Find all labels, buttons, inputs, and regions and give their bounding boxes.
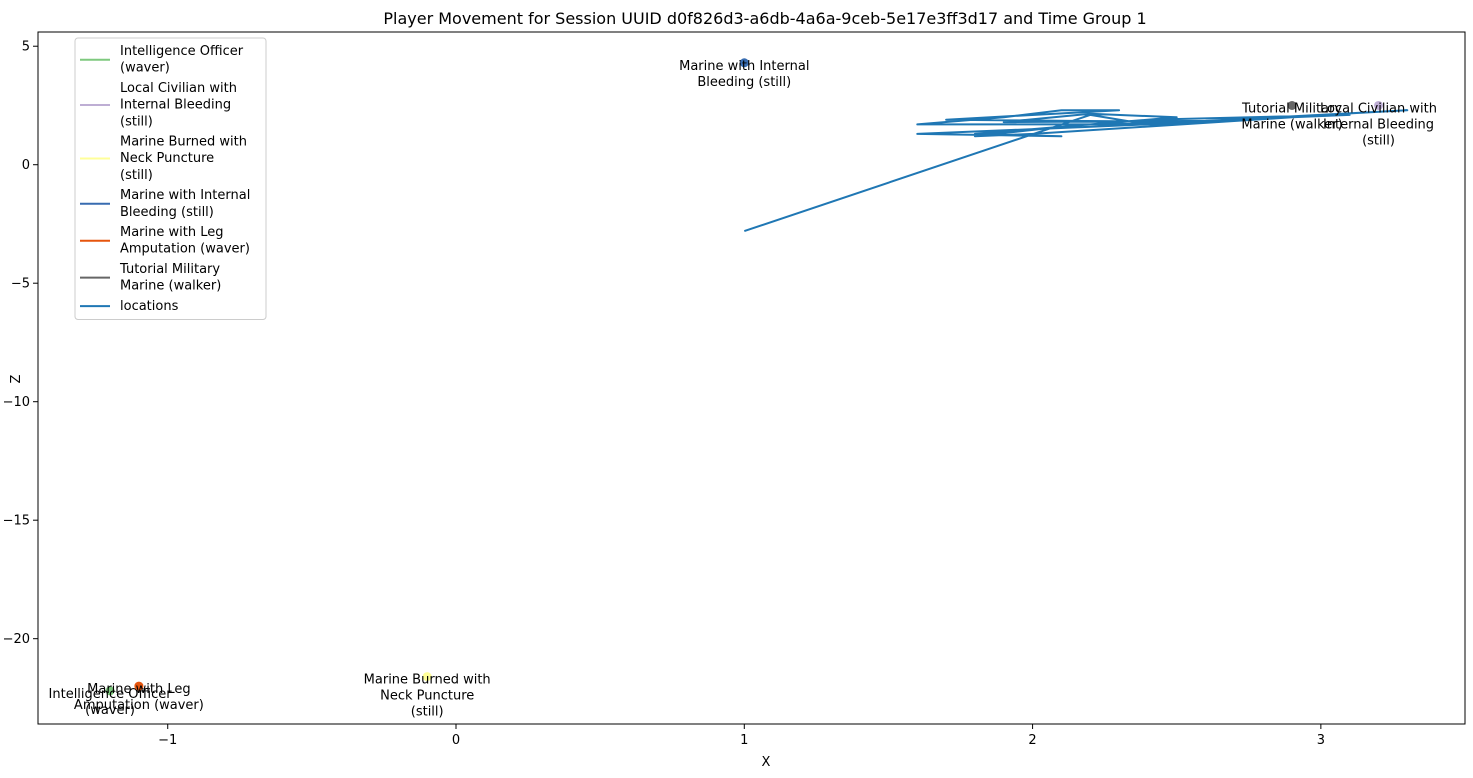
y-tick-label-0: 5 [22,40,30,55]
marker-point-4 [134,681,144,691]
legend-entry-4: Marine with Leg Amputation (waver) [120,225,250,257]
marker-label-5: Tutorial Military Marine (walker) [1241,101,1343,132]
y-tick-label-2: −5 [11,277,30,292]
legend-entry-0: Intelligence Officer (waver) [120,44,244,76]
x-axis-label: X [762,755,771,770]
marker-label-0: Intelligence Officer (waver) [49,687,173,718]
marker-point-0 [105,686,115,696]
legend-entry-6: locations [120,299,179,314]
y-tick-label-3: −10 [3,395,30,410]
x-tick-label-2: 1 [740,733,748,748]
y-tick-label-4: −15 [3,514,30,529]
x-tick-label-1: 0 [452,733,460,748]
y-tick-label-5: −20 [3,632,30,647]
x-tick-label-4: 3 [1317,733,1325,748]
legend-entry-2: Marine Burned with Neck Puncture (still) [120,135,247,183]
legend-box [74,37,267,320]
marker-label-4: Marine with Leg Amputation (waver) [74,682,204,713]
x-tick-label-3: 2 [1028,733,1036,748]
legend-entry-1: Local Civilian with Internal Bleeding (sti… [120,81,237,129]
legend-entry-5: Tutorial Military Marine (walker) [119,262,221,294]
marker-label-3: Marine with Internal Bleeding (still) [679,59,809,90]
x-axis: −1 0 1 2 3 [158,724,1325,748]
y-axis: 5 0 −5 −10 −15 −20 [3,40,38,647]
marker-label-2: Marine Burned with Neck Puncture (still) [364,673,491,720]
legend: Intelligence Officer (waver) Local Civilia… [74,37,267,320]
legend-entry-3: Marine with Internal Bleeding (still) [120,188,250,220]
marker-point-2 [422,672,432,682]
marker-point-5 [1287,100,1297,110]
series-line-0 [743,109,1409,233]
marker-point-3 [739,58,749,68]
y-axis-label: Z [9,374,24,383]
chart-title: Player Movement for Session UUID d0f826d… [383,9,1146,28]
marker-label-1: Local Civilian with Internal Bleeding (sti… [1320,101,1437,148]
x-tick-label-0: −1 [158,733,177,748]
y-tick-label-1: 0 [22,158,30,173]
plot-area: Intelligence Officer (waver) Local Civilia… [49,58,1437,720]
marker-point-1 [1374,100,1384,110]
plot-frame [37,31,1466,725]
